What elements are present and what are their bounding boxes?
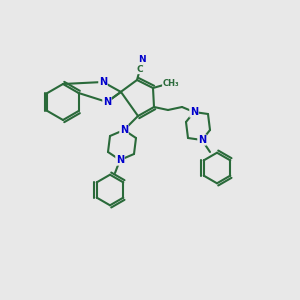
Text: N: N bbox=[99, 77, 107, 87]
Text: C: C bbox=[137, 64, 143, 74]
Text: N: N bbox=[103, 97, 111, 107]
Text: N: N bbox=[116, 155, 124, 165]
Text: N: N bbox=[198, 135, 206, 145]
Text: N: N bbox=[138, 55, 146, 64]
Text: N: N bbox=[190, 107, 198, 117]
Text: CH₃: CH₃ bbox=[163, 80, 179, 88]
Text: N: N bbox=[120, 125, 128, 135]
